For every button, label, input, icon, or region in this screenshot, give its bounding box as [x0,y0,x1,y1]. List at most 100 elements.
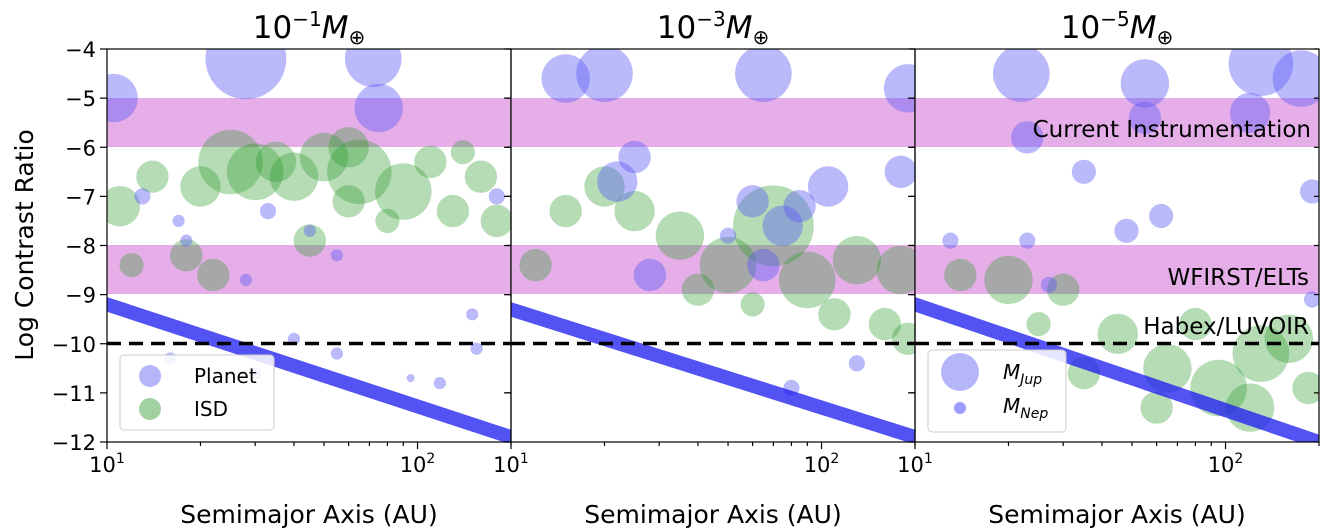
band-label-current-instrumentation: Current Instrumentation [1033,117,1311,143]
isd-point [1232,325,1290,382]
isd-points [944,255,1319,432]
panel-1: 10−3M⊕ 101 102 Semimajor Axis (AU) [493,7,916,529]
isd-point [299,132,349,182]
band-current-instrumentation [915,98,1319,147]
planet-point [239,273,252,286]
x-tick-label: 102 [400,451,436,477]
legend-jup-marker [941,353,979,391]
isd-points [107,127,511,292]
planet-point [259,203,277,220]
legend-box [119,354,275,431]
planet-point [1128,101,1162,134]
planet-point [618,140,651,174]
band-wfirst-elts [511,245,915,294]
planet-point [470,342,483,355]
planet-point [354,83,403,133]
planet-point [303,224,316,237]
isd-point [450,140,475,165]
planet-point [747,248,780,282]
x-axis-label: Semimajor Axis (AU) [988,500,1245,529]
band-current-instrumentation [511,98,915,147]
planet-point [1120,59,1170,108]
panel-title: 10−5M⊕ [1061,7,1173,49]
planet-point [180,234,193,247]
legend-planet-marker [139,365,161,387]
planet-point [205,49,287,100]
legend: MJup MNep [927,349,1067,433]
planet-point [1114,218,1139,243]
isd-point [584,166,625,207]
y-tick-label: −11 [52,382,96,406]
legend-jup-label: MJup [1003,360,1042,388]
planet-point [1011,121,1044,154]
planet-point [993,49,1050,102]
isd-point [868,307,902,341]
isd-point [328,127,369,168]
planet-point [541,54,590,103]
planet-point [848,355,866,372]
y-tick-label: −7 [65,185,96,209]
panel-title: 10−1M⊕ [253,7,365,49]
band-label-habex-luvoir: Habex/LUVOIR [1143,314,1309,340]
band-wfirst-elts [107,245,511,294]
planet-points [942,49,1319,308]
isd-point [197,258,230,292]
isd-point [1097,313,1139,355]
x-tick-label: 102 [804,451,840,477]
isd-point [984,255,1033,305]
isd-point [119,253,144,278]
isd-point [1292,371,1319,405]
planet-point [762,205,803,246]
planet-point [576,49,633,102]
planet-point [134,188,151,205]
planet-point [719,227,737,244]
planet-point [735,49,792,102]
planet-point [466,308,479,321]
isd-point [269,152,319,201]
planet-point [883,64,915,113]
y-tick-label: −5 [65,87,96,111]
isd-point [944,258,977,292]
isd-point [779,251,836,309]
panel-0: 10−1M⊕ −4 −5 −6 −7 −8 −9 −10 −11 −12 101 102 Semi… [52,7,512,529]
isd-point [1026,312,1051,337]
planet-point [597,161,638,202]
isd-point [436,194,470,228]
isd-point [198,129,263,195]
isd-point [891,322,915,355]
planet-nep-band [511,302,915,442]
y-tick-label: −10 [52,333,96,357]
legend-isd-label: ISD [194,397,228,421]
y-tick-label: −4 [65,38,96,62]
isd-point [740,292,765,317]
isd-point [681,273,715,306]
planet-point [330,249,343,262]
planet-point [633,258,667,292]
planet-point [1019,232,1036,249]
planet-point [172,214,185,227]
y-tick-label: −12 [52,431,96,455]
isd-point [414,145,447,179]
x-axis-label: Semimajor Axis (AU) [180,500,437,529]
planet-point [1272,50,1319,107]
planet-point [1071,159,1096,184]
planet-nep-trend [107,297,511,442]
planet-point [344,49,402,88]
x-tick-label: 101 [89,451,125,477]
planet-point [107,73,138,123]
x-axis-label: Semimajor Axis (AU) [584,500,841,529]
x-tick-label: 101 [493,451,529,477]
band-wfirst-elts [915,245,1319,294]
planet-nep-trend [511,302,915,442]
isd-point [136,160,169,193]
planet-points [107,49,505,390]
isd-point [226,143,284,201]
isd-point [180,166,221,207]
planet-point [433,377,446,390]
planet-point [1229,92,1271,134]
isd-point [549,194,582,228]
y-tick-label: −8 [65,235,96,259]
y-tick-label: −6 [65,136,96,160]
isd-point [876,245,915,295]
